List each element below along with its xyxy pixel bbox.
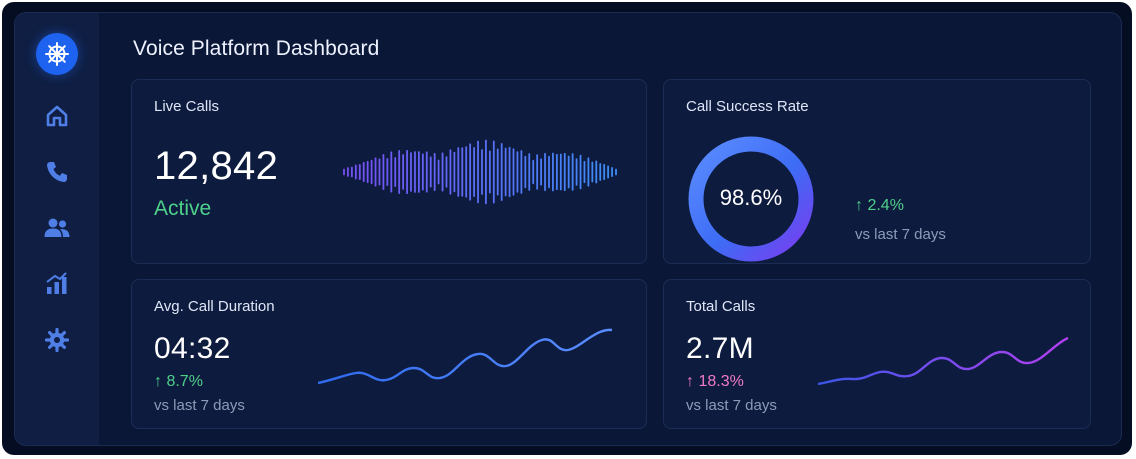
sidebar-item-calls[interactable]	[42, 157, 72, 187]
page-title: Voice Platform Dashboard	[133, 37, 380, 60]
sidebar-item-home[interactable]	[42, 101, 72, 131]
success-rate-label: Call Success Rate	[686, 98, 809, 115]
avg-duration-delta: ↑ 8.7%	[154, 373, 203, 390]
gear-icon	[44, 327, 70, 353]
success-rate-donut	[688, 136, 814, 262]
avg-duration-sub: vs last 7 days	[154, 397, 245, 414]
audio-waveform	[343, 139, 617, 205]
avg-duration-label: Avg. Call Duration	[154, 298, 275, 315]
ship-wheel-icon[interactable]	[36, 33, 78, 75]
total-calls-label: Total Calls	[686, 298, 756, 315]
total-calls-delta: ↑ 18.3%	[686, 373, 744, 390]
bar-chart-icon	[46, 272, 67, 294]
sidebar-item-users[interactable]	[42, 213, 72, 243]
live-calls-card: Live Calls 12,842 Active	[131, 79, 647, 264]
success-rate-sub: vs last 7 days	[855, 226, 946, 243]
live-calls-value: 12,842	[154, 144, 279, 188]
avg-duration-sparkline	[318, 328, 613, 385]
success-rate-delta: ↑ 2.4%	[855, 197, 904, 214]
success-rate-card: Call Success Rate 98.6% ↑ 2.4% vs last 7…	[663, 79, 1091, 264]
total-calls-card: Total Calls 2.7M ↑ 18.3% vs last 7 days	[663, 279, 1091, 429]
live-calls-status: Active	[154, 197, 212, 220]
avg-duration-value: 04:32	[154, 332, 231, 365]
sidebar-item-analytics[interactable]	[42, 269, 72, 299]
sidebar	[15, 13, 99, 445]
avg-duration-card: Avg. Call Duration 04:32 ↑ 8.7% vs last …	[131, 279, 647, 429]
total-calls-sub: vs last 7 days	[686, 397, 777, 414]
total-calls-sparkline	[818, 336, 1069, 386]
live-calls-label: Live Calls	[154, 98, 220, 115]
dashboard-panel: Voice Platform Dashboard Live Calls 12,8…	[14, 12, 1122, 446]
phone-icon	[47, 162, 67, 182]
success-rate-value: 98.6%	[719, 185, 783, 210]
total-calls-value: 2.7M	[686, 332, 754, 365]
home-icon	[46, 105, 68, 127]
users-icon	[44, 218, 70, 237]
sidebar-item-settings[interactable]	[42, 325, 72, 355]
